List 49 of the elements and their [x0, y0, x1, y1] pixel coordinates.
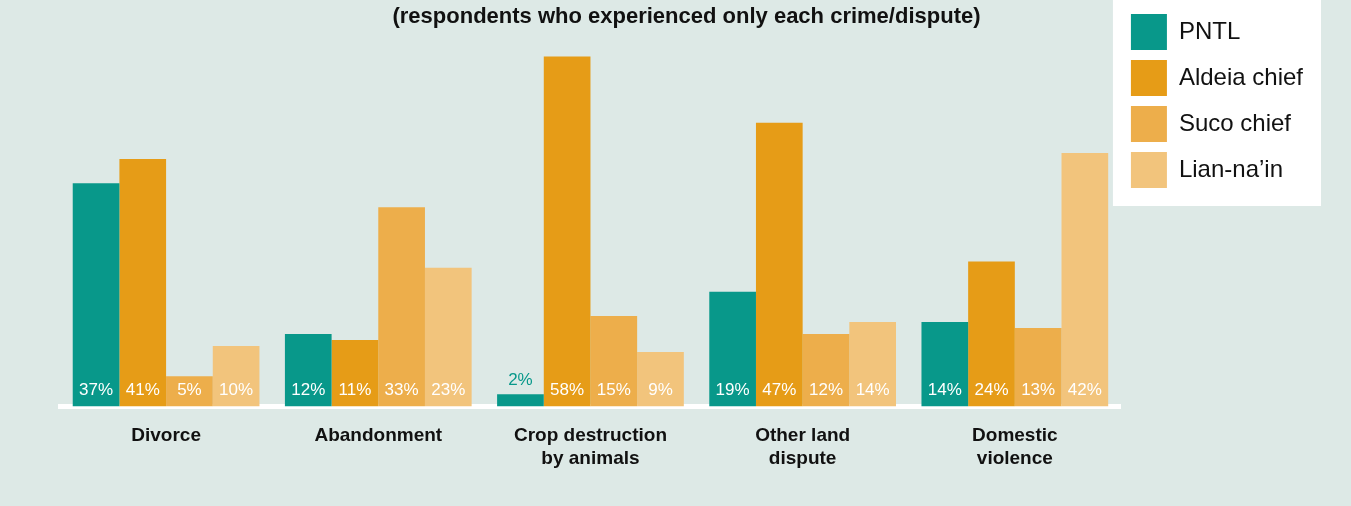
- bar: [968, 261, 1015, 407]
- x-tick-label: Domestic violence: [972, 424, 1059, 468]
- bar: [849, 321, 897, 407]
- data-label: 14%: [927, 380, 962, 400]
- data-label: 23%: [431, 380, 466, 400]
- x-tick-label: Divorce: [131, 424, 201, 446]
- legend-label: Aldeia chief: [1178, 62, 1304, 90]
- x-tick-label: Abandonment: [314, 424, 443, 446]
- bar: [72, 183, 120, 407]
- bar: [378, 207, 425, 407]
- data-label: 12%: [291, 380, 326, 400]
- bar: [637, 352, 684, 407]
- data-label: 41%: [125, 380, 160, 400]
- data-label: 33%: [384, 380, 419, 400]
- data-label: 19%: [715, 380, 750, 400]
- legend-label: PNTL: [1178, 16, 1241, 44]
- data-label: 13%: [1021, 380, 1056, 400]
- bar: [1014, 327, 1062, 407]
- x-tick-label: Crop destruction by animals: [513, 424, 667, 468]
- x-tick-label: Other land dispute: [755, 424, 851, 468]
- data-label: 47%: [762, 380, 797, 400]
- data-label: 12%: [808, 380, 843, 400]
- bar: [755, 122, 803, 407]
- bar: [802, 334, 850, 407]
- bar: [709, 291, 756, 407]
- data-label: 58%: [550, 380, 585, 400]
- data-label: 9%: [648, 380, 673, 400]
- bar: [543, 56, 591, 407]
- bar: [497, 394, 544, 407]
- data-label: 10%: [219, 380, 254, 400]
- data-label: 14%: [855, 380, 890, 400]
- bar: [284, 334, 332, 407]
- chart-subtitle: (respondents who experienced only each crime/dispute): [392, 3, 981, 29]
- data-label: 42%: [1067, 380, 1102, 400]
- data-label: 2%: [508, 370, 533, 390]
- bar: [212, 346, 260, 407]
- data-label: 24%: [974, 380, 1009, 400]
- data-label: 11%: [338, 380, 372, 400]
- data-label: 15%: [596, 380, 631, 400]
- bar: [1061, 153, 1109, 407]
- bar: [119, 159, 167, 407]
- bar: [424, 267, 472, 407]
- bar: [331, 340, 379, 407]
- data-label: 37%: [79, 380, 114, 400]
- bar: [921, 321, 969, 407]
- bar: [590, 315, 638, 407]
- data-label: 5%: [177, 380, 202, 400]
- legend-label: Suco chief: [1178, 108, 1292, 136]
- legend-label: Lian-na’in: [1178, 154, 1283, 182]
